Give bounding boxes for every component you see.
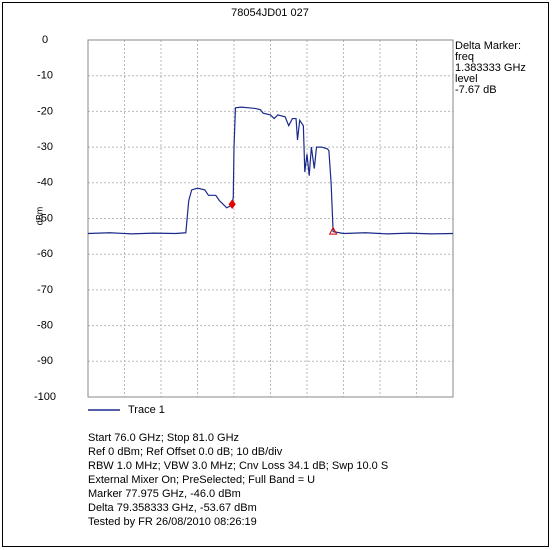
info-line: Tested by FR 26/08/2010 08:26:19 xyxy=(88,516,257,528)
plot-area xyxy=(87,39,454,398)
info-line: Marker 77.975 GHz, -46.0 dBm xyxy=(88,488,241,500)
marker xyxy=(328,226,338,235)
delta-marker-text: freq xyxy=(455,51,474,63)
chart-title: 78054JD01 027 xyxy=(231,7,309,19)
y-tick-label: -60 xyxy=(37,248,53,260)
info-line: Ref 0 dBm; Ref Offset 0.0 dB; 10 dB/div xyxy=(88,446,283,458)
trace-line xyxy=(87,106,454,235)
delta-marker-text: 1.383333 GHz xyxy=(455,62,526,74)
delta-marker-text: Delta Marker: xyxy=(455,40,521,52)
y-axis-label: dBm xyxy=(34,207,44,226)
y-tick-label: -80 xyxy=(37,320,53,332)
y-tick-label: 0 xyxy=(42,34,48,46)
info-line: Delta 79.358333 GHz, -53.67 dBm xyxy=(88,502,257,514)
y-tick-label: -10 xyxy=(37,70,53,82)
info-line: External Mixer On; PreSelected; Full Ban… xyxy=(88,474,315,486)
y-tick-label: -40 xyxy=(37,177,53,189)
y-tick-label: -30 xyxy=(37,141,53,153)
y-tick-label: -50 xyxy=(37,212,53,224)
marker xyxy=(228,199,236,210)
delta-marker-text: level xyxy=(455,73,478,85)
y-tick-label: -20 xyxy=(37,105,53,117)
y-tick-label: -100 xyxy=(34,391,56,403)
info-line: Start 76.0 GHz; Stop 81.0 GHz xyxy=(88,432,239,444)
y-tick-label: -70 xyxy=(37,284,53,296)
info-line: RBW 1.0 MHz; VBW 3.0 MHz; Cnv Loss 34.1 … xyxy=(88,460,388,472)
y-tick-label: -90 xyxy=(37,355,53,367)
delta-marker-text: -7.67 dB xyxy=(455,84,497,96)
legend-label: Trace 1 xyxy=(128,404,165,416)
